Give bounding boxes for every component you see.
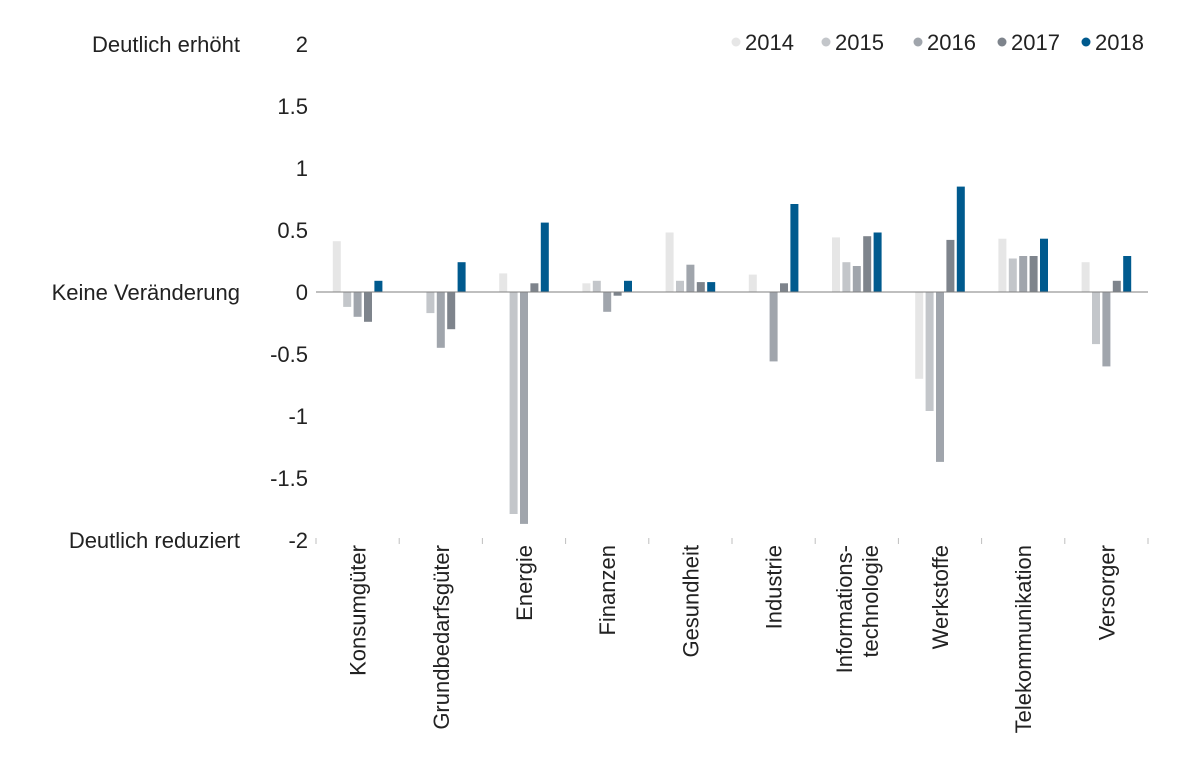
x-category-label: Werkstoffe (928, 545, 953, 649)
x-category-label: Industrie (762, 545, 787, 629)
y-tick-label: 1.5 (277, 94, 308, 119)
legend-label-2016: 2016 (927, 30, 976, 55)
bar-2018-5 (790, 204, 799, 292)
bar-2014-0 (332, 241, 341, 292)
bar-2015-6 (842, 262, 851, 292)
y-tick-label: -2 (288, 528, 308, 553)
x-category-label: Versorger (1094, 545, 1119, 640)
y-tick-label: 1 (296, 156, 308, 181)
x-axis-labels: Konsumgüter Grundbedarfsgüter Energie Finan… (346, 545, 1120, 733)
y-annotation-1: Keine Veränderung (52, 280, 240, 305)
y-annotation-2: Deutlich reduziert (69, 528, 240, 553)
bar-2016-8 (1019, 256, 1028, 292)
bar-2017-5 (780, 283, 788, 292)
y-tick-label: -0.5 (270, 342, 308, 367)
bar-2016-7 (936, 292, 944, 462)
legend: 2014 2015 2016 2017 2018 (731, 30, 1144, 55)
bar-2015-9 (1092, 292, 1100, 345)
legend-label-2017: 2017 (1011, 30, 1060, 55)
bar-2016-2 (520, 292, 528, 524)
bar-2015-1 (426, 292, 435, 314)
bar-2018-6 (873, 232, 882, 292)
bar-2018-2 (540, 222, 549, 292)
legend-marker-2017 (997, 37, 1007, 47)
bar-2015-7 (925, 292, 934, 411)
x-category-label: Energie (512, 545, 537, 621)
x-category-label: Informations- (832, 545, 857, 673)
bar-2018-4 (707, 282, 716, 292)
bar-2015-4 (676, 280, 684, 292)
bar-2017-7 (946, 239, 955, 292)
bar-2014-8 (998, 238, 1007, 292)
bar-2015-0 (343, 292, 352, 307)
legend-label-2018: 2018 (1095, 30, 1144, 55)
bar-2016-1 (436, 292, 445, 348)
bar-2017-3 (613, 292, 622, 296)
bar-2017-9 (1112, 280, 1121, 292)
bar-2016-0 (353, 292, 362, 317)
bar-2017-4 (696, 282, 705, 292)
bar-2017-0 (364, 292, 372, 322)
bar-2016-3 (603, 292, 612, 312)
bar-2018-1 (457, 262, 466, 292)
bar-2014-4 (665, 232, 674, 292)
bar-2018-7 (956, 186, 965, 292)
y-tick-label: 0 (296, 280, 308, 305)
bar-2017-8 (1029, 256, 1038, 292)
bar-2016-9 (1102, 292, 1111, 367)
bar-2016-4 (686, 264, 695, 292)
x-category-label: Gesundheit (678, 545, 703, 658)
bar-2015-3 (592, 280, 601, 292)
x-category-label: Finanzen (595, 545, 620, 636)
bar-2015-2 (509, 292, 518, 514)
legend-marker-2014 (731, 37, 741, 47)
bar-2018-8 (1040, 238, 1048, 292)
bar-2014-6 (832, 237, 840, 292)
bar-2018-3 (624, 280, 632, 292)
bar-2014-5 (748, 274, 757, 292)
bar-2018-0 (374, 280, 383, 292)
x-axis (315, 291, 1149, 544)
y-tick-label: -1 (288, 404, 308, 429)
bar-2017-6 (863, 236, 872, 292)
x-category-label: Grundbedarfsgüter (429, 545, 454, 730)
y-annotations: Deutlich erhöht Keine Veränderung Deutlich… (52, 32, 240, 553)
bar-2014-9 (1081, 262, 1090, 292)
bar-2015-8 (1008, 258, 1017, 292)
bar-2016-5 (769, 292, 778, 362)
bars (332, 186, 1132, 524)
bar-2016-6 (852, 266, 861, 292)
x-category-label: Konsumgüter (346, 545, 371, 676)
y-tick-label: 2 (296, 32, 308, 57)
legend-marker-2015 (821, 37, 831, 47)
y-axis-ticks: 2 1.5 1 0.5 0 -0.5 -1 -1.5 -2 (270, 32, 308, 553)
x-category-label: Telekommunikation (1011, 545, 1036, 733)
y-tick-label: -1.5 (270, 466, 308, 491)
bar-2014-7 (915, 292, 924, 379)
bar-2014-2 (499, 273, 508, 292)
x-category-label: technologie (858, 545, 883, 658)
legend-label-2015: 2015 (835, 30, 884, 55)
y-tick-label: 0.5 (277, 218, 308, 243)
legend-label-2014: 2014 (745, 30, 794, 55)
legend-marker-2016 (913, 37, 923, 47)
bar-2014-3 (582, 283, 591, 292)
bar-2017-2 (530, 283, 539, 292)
legend-marker-2018 (1081, 37, 1091, 47)
y-annotation-0: Deutlich erhöht (92, 32, 240, 57)
bar-2018-9 (1123, 256, 1132, 292)
bar-2017-1 (447, 292, 456, 330)
